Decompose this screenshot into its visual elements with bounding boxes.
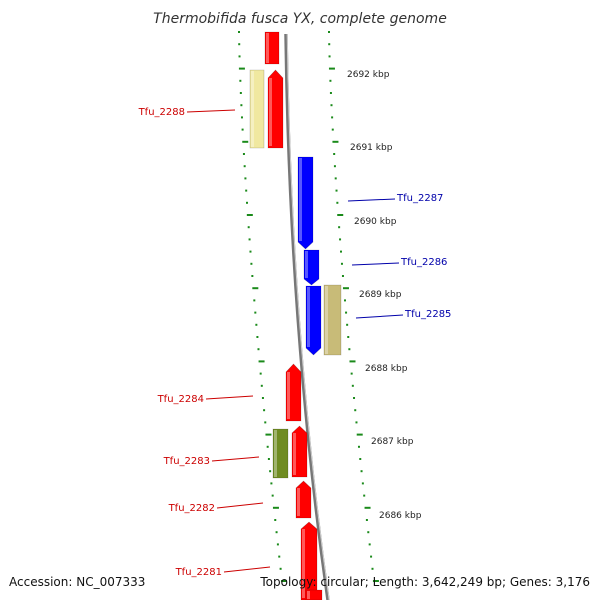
gene-label-leader <box>351 262 400 266</box>
gene-track <box>249 31 342 600</box>
gene-label[interactable]: Tfu_2281 <box>175 567 222 578</box>
gene-arrow[interactable] <box>272 428 289 479</box>
gene-arrow[interactable] <box>267 69 284 149</box>
gene-arrow[interactable] <box>264 31 280 65</box>
map-title: Thermobifida fusca YX, complete genome <box>153 11 447 27</box>
gene-label-leader <box>223 566 271 573</box>
genome-backbone-highlight <box>286 33 330 600</box>
scale-label: 2687 kbp <box>371 437 414 447</box>
gene-label[interactable]: Tfu_2286 <box>400 257 447 268</box>
gene-label-leader <box>211 456 260 462</box>
scale-label: 2689 kbp <box>359 290 402 300</box>
gene-label-leader <box>205 395 254 400</box>
left-tick-track <box>238 31 287 582</box>
gene-label[interactable]: Tfu_2284 <box>157 394 204 405</box>
gene-arrow[interactable] <box>291 425 308 478</box>
gene-label[interactable]: Tfu_2282 <box>168 503 215 514</box>
accession-text: Accession: NC_007333 <box>9 575 146 589</box>
scale-label: 2686 kbp <box>379 511 422 521</box>
gene-arrow[interactable] <box>295 480 312 519</box>
gene-labels: Tfu_2288 Tfu_2287 Tfu_2286 Tfu_2285 Tfu_… <box>138 107 452 578</box>
gene-arrow[interactable] <box>305 285 322 356</box>
gene-arrow[interactable] <box>297 156 314 250</box>
scale-labels: 2692 kbp 2691 kbp 2690 kbp 2689 kbp 2688… <box>347 70 422 521</box>
gene-label[interactable]: Tfu_2288 <box>138 107 185 118</box>
gene-label[interactable]: Tfu_2283 <box>163 456 210 467</box>
gene-arrow[interactable] <box>249 69 265 149</box>
gene-arrow[interactable] <box>305 589 323 600</box>
gene-label-leader <box>216 502 264 509</box>
gene-label-leader <box>355 314 404 319</box>
gene-arrow[interactable] <box>303 249 320 286</box>
gene-arrow[interactable] <box>300 521 318 600</box>
gene-label[interactable]: Tfu_2287 <box>396 193 443 204</box>
scale-label: 2688 kbp <box>365 364 408 374</box>
gene-arrow[interactable] <box>323 284 342 356</box>
scale-label: 2691 kbp <box>350 143 393 153</box>
scale-label: 2690 kbp <box>354 217 397 227</box>
gene-arrow[interactable] <box>285 363 302 422</box>
topology-text: Topology: circular; Length: 3,642,249 bp… <box>260 575 590 589</box>
gene-label-leader <box>186 109 236 113</box>
scale-label: 2692 kbp <box>347 70 390 80</box>
right-tick-track <box>328 31 379 582</box>
gene-label-leader <box>347 198 396 202</box>
gene-label[interactable]: Tfu_2285 <box>404 309 451 320</box>
genome-backbone <box>284 33 330 600</box>
